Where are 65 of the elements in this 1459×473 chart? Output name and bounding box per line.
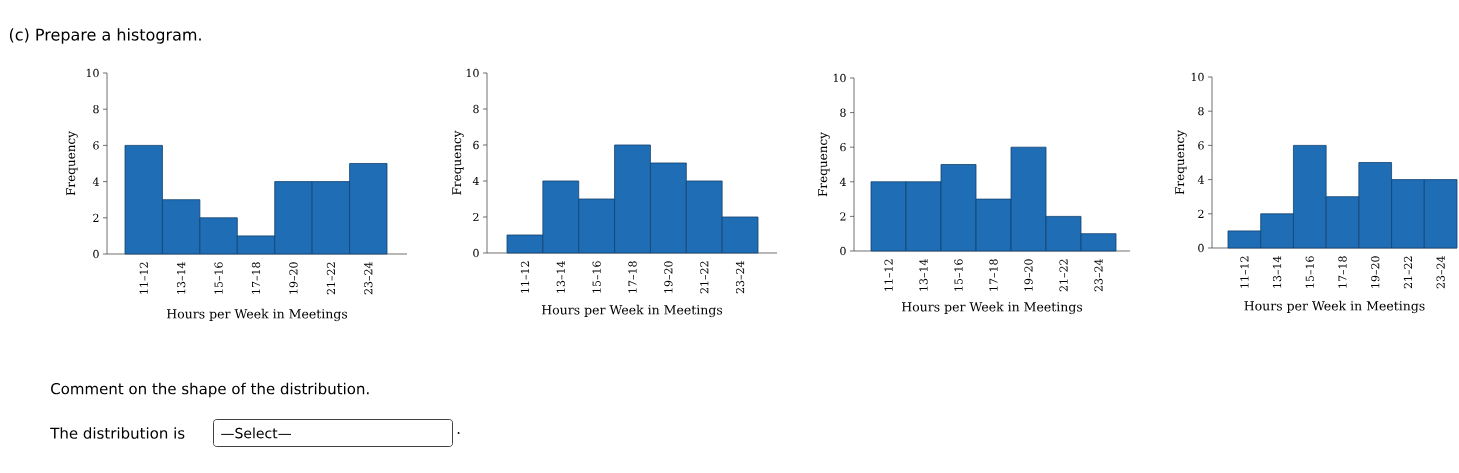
y-axis-title: Frequency (452, 130, 464, 195)
y-tick-label: 6 (93, 141, 99, 150)
y-tick-label: 6 (473, 140, 479, 150)
chart-title: (c) Prepare a histogram. (9, 28, 201, 44)
y-axis-title: Frequency (818, 132, 830, 197)
y-tick-label: 0 (473, 248, 479, 258)
x-tick-label: 17–18 (989, 259, 998, 291)
text: The distribution is (50, 427, 185, 439)
x-tick-label: 11–12 (139, 262, 148, 294)
x-tick-label: 15–16 (1305, 256, 1314, 288)
x-tick-label: 21–22 (700, 261, 709, 294)
x-tick-label: 11–12 (1240, 256, 1249, 288)
text: Comment on the shape of the distribution. (51, 382, 369, 398)
y-tick-label: 2 (1198, 209, 1204, 218)
text: . (457, 432, 460, 434)
x-axis-title: Hours per Week in Meetings (541, 304, 723, 318)
y-tick-label: 8 (840, 108, 846, 117)
x-tick-label: 15–16 (592, 261, 601, 293)
x-axis-title: Hours per Week in Meetings (1244, 300, 1425, 314)
x-tick-label: 19–20 (1024, 259, 1033, 291)
y-axis-title: Frequency (66, 131, 78, 196)
x-tick-label: 23–24 (1094, 259, 1103, 292)
x-axis-title: Hours per Week in Meetings (901, 301, 1083, 315)
y-tick-label: 4 (472, 176, 479, 186)
y-tick-label: 0 (840, 246, 846, 256)
y-tick-label: 2 (473, 212, 479, 222)
x-tick-label: 11–12 (520, 261, 530, 293)
y-tick-label: 8 (473, 104, 479, 114)
x-tick-label: 17–18 (628, 261, 637, 293)
x-tick-label: 19–20 (664, 261, 673, 293)
x-tick-label: 19–20 (1371, 256, 1380, 288)
y-tick-label: 0 (1198, 243, 1204, 253)
x-axis-title: Hours per Week in Meetings (166, 308, 348, 322)
x-tick-label: 11–12 (884, 259, 893, 291)
x-tick-label: 21–22 (1403, 256, 1413, 289)
y-tick-label: 10 (1191, 72, 1204, 82)
x-tick-label: 15–16 (214, 262, 223, 294)
x-tick-label: 23–24 (735, 261, 745, 294)
x-tick-label: 13–14 (1272, 256, 1282, 288)
x-tick-label: 15–16 (954, 259, 963, 291)
y-tick-label: 4 (839, 177, 846, 186)
x-tick-label: 19–20 (289, 262, 298, 294)
y-tick-label: 6 (1198, 141, 1204, 150)
x-tick-label: 21–22 (326, 262, 335, 295)
y-tick-label: 0 (93, 249, 99, 259)
x-tick-label: 23–24 (364, 262, 373, 295)
x-tick-label: 17–18 (1338, 256, 1347, 288)
y-tick-label: 8 (1198, 107, 1204, 116)
y-tick-label: 10 (466, 68, 479, 78)
x-tick-label: 21–22 (1059, 259, 1068, 292)
x-tick-label: 13–14 (177, 262, 186, 294)
x-tick-label: 23–24 (1436, 256, 1445, 289)
y-axis-title: Frequency (1175, 130, 1187, 195)
y-tick-label: 10 (86, 68, 99, 78)
y-tick-label: 2 (93, 213, 99, 222)
y-tick-label: 8 (93, 105, 99, 114)
text: —Select— (221, 427, 292, 439)
x-tick-label: 13–14 (556, 261, 565, 293)
y-tick-label: 2 (840, 212, 846, 221)
y-tick-label: 4 (1197, 175, 1204, 184)
y-tick-label: 10 (833, 73, 846, 83)
y-tick-label: 6 (840, 143, 846, 152)
x-tick-label: 13–14 (919, 259, 928, 291)
y-tick-label: 4 (92, 177, 99, 186)
x-tick-label: 17–18 (251, 262, 261, 294)
